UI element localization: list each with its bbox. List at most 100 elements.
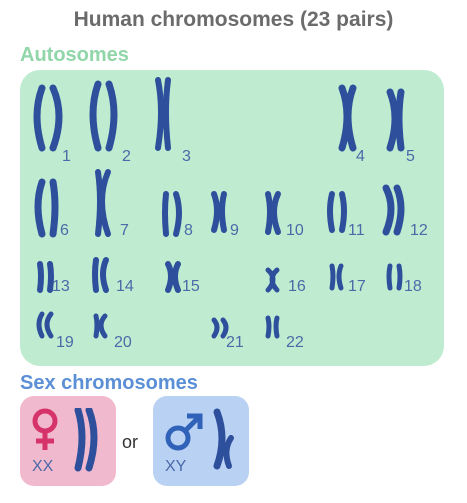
chromosome-number: 7 — [120, 222, 129, 239]
chromatid — [34, 178, 46, 238]
chromosome-pair-19 — [36, 311, 86, 376]
chromosome-pair-5 — [384, 88, 434, 154]
chromatid — [98, 313, 108, 339]
chromatid — [395, 88, 405, 152]
chromatid — [386, 263, 393, 291]
chromosome-pair-18 — [384, 263, 434, 328]
male-label: XY — [165, 458, 187, 475]
chromosome-pair-graphic — [265, 315, 280, 339]
chromosome-number: 3 — [182, 148, 191, 165]
chromosome-pair-graphic — [89, 80, 118, 152]
chromosome-pair-graphic — [338, 84, 357, 152]
sex-chromosomes-heading: Sex chromosomes — [20, 372, 198, 394]
chromosome-pair-graphic — [95, 169, 111, 237]
chromosome-pair-20 — [90, 313, 140, 378]
chromosome-pair-17 — [326, 263, 376, 328]
autosomes-heading: Autosomes — [20, 44, 129, 66]
chromatid — [85, 408, 98, 472]
chromosome-pair-graphic — [329, 263, 344, 291]
chromosome-pair-22 — [262, 315, 312, 380]
chromatid — [49, 178, 59, 238]
chromosome-number: 10 — [286, 222, 304, 239]
chromatid — [47, 261, 54, 293]
chromatid — [382, 184, 395, 236]
chromatid — [162, 191, 169, 237]
chromatid — [344, 84, 357, 152]
chromosome-pair-graphic — [34, 178, 59, 238]
chromosome-number: 8 — [184, 222, 193, 239]
chromatid — [44, 311, 54, 339]
chromosome-pair-graphic — [92, 257, 109, 293]
chromosome-number: 11 — [348, 222, 365, 239]
chromatid — [92, 257, 99, 293]
chromosome-pair-graphic — [265, 191, 281, 235]
chromosome-number: 5 — [406, 148, 415, 165]
chromatid — [33, 84, 46, 152]
xy-chromosomes — [213, 408, 234, 470]
chromatid — [211, 317, 220, 339]
chromosome-pair-11 — [326, 191, 376, 256]
chromatid — [36, 311, 45, 339]
chromosome-number: 19 — [56, 334, 74, 351]
chromosome-pair-12 — [380, 184, 430, 250]
female-box: XX — [20, 396, 116, 486]
chromosome-pair-13 — [34, 261, 84, 326]
chromosome-pair-10 — [262, 191, 312, 256]
chromosome-number: 4 — [356, 148, 365, 165]
chromatid — [386, 88, 399, 152]
chromatid — [223, 435, 234, 469]
chromatid — [213, 408, 226, 470]
diagram-title: Human chromosomes (23 pairs) — [73, 8, 394, 31]
chromatid — [155, 77, 164, 151]
chromatid — [220, 317, 229, 339]
chromatid — [393, 184, 405, 236]
chromosome-pair-graphic — [382, 184, 405, 236]
chromosome-pair-4 — [336, 84, 386, 152]
chromatid — [219, 191, 227, 233]
chromosome-number: 17 — [348, 278, 366, 295]
chromosome-number: 16 — [288, 278, 306, 295]
chromosome-number: 1 — [62, 148, 71, 165]
chromosome-pair-6 — [34, 178, 86, 244]
chromosome-pair-graphic — [93, 313, 108, 339]
chromosome-number: 12 — [410, 222, 428, 239]
chromatid — [339, 191, 347, 233]
chromosome-pair-15 — [162, 261, 212, 326]
chromosome-pair-graphic — [386, 263, 403, 291]
chromatid — [265, 315, 272, 339]
chromosome-pair-graphic — [37, 261, 54, 293]
chromatid — [265, 191, 273, 235]
chromosome-pair-graphic — [386, 88, 405, 152]
chromosome-pair-graphic — [211, 191, 227, 233]
chromatid — [37, 261, 44, 293]
chromatid — [93, 313, 100, 339]
chromatid — [396, 263, 403, 291]
chromosome-number: 21 — [226, 334, 244, 351]
chromatid — [172, 261, 181, 293]
chromatid — [269, 267, 280, 293]
chromatid — [74, 408, 86, 472]
chromatid — [336, 263, 344, 291]
chromosome-number: 13 — [52, 278, 70, 295]
xx-chromosomes — [74, 408, 98, 472]
chromosome-pair-graphic — [162, 191, 182, 237]
chromosome-number: 14 — [116, 278, 134, 295]
chromosome-number: 9 — [230, 222, 239, 239]
chromosome-pair-graphic — [327, 191, 347, 233]
chromatid — [211, 191, 220, 233]
chromosome-pair-graphic — [33, 84, 63, 152]
chromatid — [273, 315, 280, 339]
chromosome-pair-graphic — [265, 267, 280, 293]
male-box: XY — [153, 396, 249, 486]
male-symbol-icon — [165, 413, 203, 451]
chromatid — [99, 169, 111, 237]
female-symbol-icon — [32, 408, 58, 450]
chromatid — [100, 257, 109, 293]
chromosome-number: 15 — [182, 278, 200, 295]
or-text: or — [122, 432, 139, 452]
chromosome-pair-9 — [208, 191, 258, 256]
female-label: XX — [32, 458, 54, 475]
chromosome-pair-3 — [152, 77, 202, 151]
chromatid — [173, 191, 182, 237]
chromosome-pair-14 — [90, 257, 140, 322]
